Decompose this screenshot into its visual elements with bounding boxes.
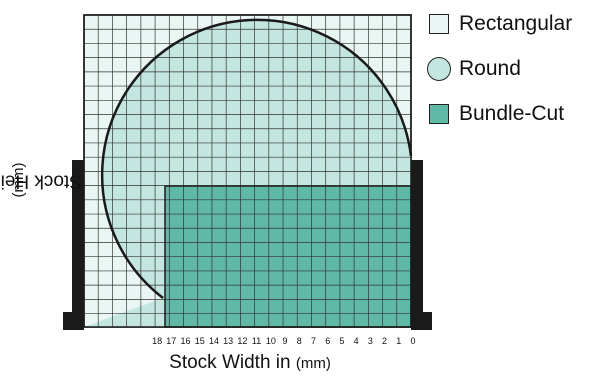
bundle-cut-swatch — [429, 104, 449, 124]
round-swatch — [427, 57, 451, 81]
x-tick-label: 6 — [325, 336, 330, 346]
legend: Rectangular Round Bundle-Cut — [425, 10, 605, 145]
x-tick-label: 4 — [354, 336, 359, 346]
legend-item-bundle-cut: Bundle-Cut — [425, 100, 605, 145]
x-tick-label: 1 — [396, 336, 401, 346]
x-tick-label: 18 — [152, 336, 162, 346]
x-tick-label: 0 — [410, 336, 415, 346]
legend-item-round: Round — [425, 55, 605, 100]
x-tick-label: 15 — [195, 336, 205, 346]
x-tick-label: 2 — [382, 336, 387, 346]
x-axis-label-text: Stock Width in — [169, 352, 291, 373]
x-tick-label: 12 — [237, 336, 247, 346]
x-axis-label-unit: (mm) — [295, 355, 331, 372]
legend-label-rectangular: Rectangular — [459, 12, 573, 35]
x-tick-label: 5 — [339, 336, 344, 346]
x-tick-label: 16 — [181, 336, 191, 346]
grid-lines — [84, 15, 411, 327]
y-axis-label-text: Stock Height in — [0, 170, 82, 192]
x-axis-label: Stock Width in (mm) — [80, 352, 420, 374]
legend-label-round: Round — [459, 57, 521, 80]
round-outline — [100, 18, 413, 299]
legend-label-bundle-cut: Bundle-Cut — [459, 102, 565, 125]
rectangular-outline — [83, 14, 412, 328]
x-tick-label: 7 — [311, 336, 316, 346]
y-axis-label: Stock Height in (mm) — [0, 80, 82, 280]
right-jaw — [411, 160, 432, 330]
x-tick-label: 9 — [283, 336, 288, 346]
x-tick-label: 14 — [209, 336, 219, 346]
x-tick-label: 8 — [297, 336, 302, 346]
rectangular-swatch — [429, 14, 449, 34]
x-tick-label: 3 — [368, 336, 373, 346]
x-tick-label: 10 — [266, 336, 276, 346]
x-tick-label: 17 — [166, 336, 176, 346]
x-tick-label: 13 — [223, 336, 233, 346]
x-tick-label: 11 — [252, 336, 261, 346]
x-tick-labels: 18 17 16 15 14 13 12 11 10 9 8 7 6 5 4 3 2 1 0 — [152, 336, 415, 346]
left-jaw — [63, 160, 84, 330]
legend-item-rectangular: Rectangular — [425, 10, 605, 55]
